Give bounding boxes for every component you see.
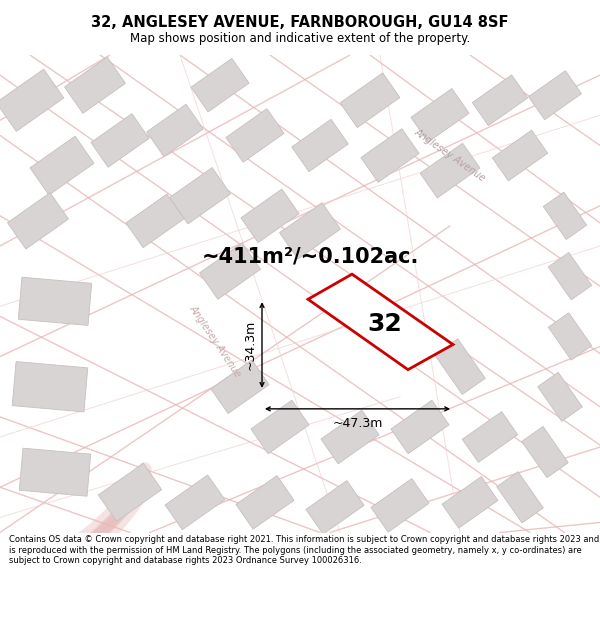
Polygon shape bbox=[241, 189, 299, 242]
Polygon shape bbox=[191, 58, 249, 112]
Polygon shape bbox=[306, 481, 364, 534]
Text: 32: 32 bbox=[368, 312, 403, 336]
Text: 32, ANGLESEY AVENUE, FARNBOROUGH, GU14 8SF: 32, ANGLESEY AVENUE, FARNBOROUGH, GU14 8… bbox=[91, 16, 509, 31]
Polygon shape bbox=[420, 143, 480, 198]
Polygon shape bbox=[442, 477, 498, 528]
Polygon shape bbox=[200, 243, 260, 299]
Polygon shape bbox=[493, 130, 548, 181]
Polygon shape bbox=[165, 475, 225, 529]
Polygon shape bbox=[497, 472, 543, 523]
Polygon shape bbox=[361, 129, 419, 182]
Polygon shape bbox=[147, 104, 203, 157]
Polygon shape bbox=[411, 89, 469, 142]
Polygon shape bbox=[371, 479, 429, 532]
Text: ~47.3m: ~47.3m bbox=[332, 417, 383, 430]
Polygon shape bbox=[65, 57, 125, 113]
Polygon shape bbox=[321, 410, 379, 464]
Polygon shape bbox=[251, 400, 309, 454]
Polygon shape bbox=[280, 202, 340, 259]
Polygon shape bbox=[292, 119, 348, 172]
Polygon shape bbox=[522, 426, 568, 478]
Polygon shape bbox=[0, 69, 64, 131]
Polygon shape bbox=[30, 136, 94, 195]
Polygon shape bbox=[308, 274, 453, 369]
Polygon shape bbox=[538, 372, 582, 421]
Polygon shape bbox=[236, 476, 294, 529]
Polygon shape bbox=[391, 400, 449, 454]
Polygon shape bbox=[211, 360, 269, 414]
Polygon shape bbox=[170, 168, 230, 224]
Text: Anglesey Avenue: Anglesey Avenue bbox=[413, 127, 487, 184]
Polygon shape bbox=[98, 463, 162, 521]
Text: Anglesey Avenue: Anglesey Avenue bbox=[187, 304, 243, 379]
Polygon shape bbox=[19, 278, 92, 326]
Polygon shape bbox=[543, 192, 587, 239]
Polygon shape bbox=[472, 75, 527, 126]
Polygon shape bbox=[340, 73, 400, 127]
Polygon shape bbox=[19, 448, 91, 496]
Polygon shape bbox=[548, 312, 592, 360]
Text: Contains OS data © Crown copyright and database right 2021. This information is : Contains OS data © Crown copyright and d… bbox=[9, 535, 599, 565]
Polygon shape bbox=[463, 412, 518, 462]
Text: Map shows position and indicative extent of the property.: Map shows position and indicative extent… bbox=[130, 32, 470, 45]
Polygon shape bbox=[435, 339, 485, 394]
Polygon shape bbox=[12, 361, 88, 412]
Polygon shape bbox=[8, 192, 68, 249]
Text: ~411m²/~0.102ac.: ~411m²/~0.102ac. bbox=[202, 246, 419, 266]
Polygon shape bbox=[529, 71, 581, 120]
Polygon shape bbox=[548, 253, 592, 300]
Polygon shape bbox=[226, 109, 284, 162]
Polygon shape bbox=[91, 114, 149, 168]
Polygon shape bbox=[126, 194, 184, 248]
Text: ~34.3m: ~34.3m bbox=[244, 320, 257, 370]
